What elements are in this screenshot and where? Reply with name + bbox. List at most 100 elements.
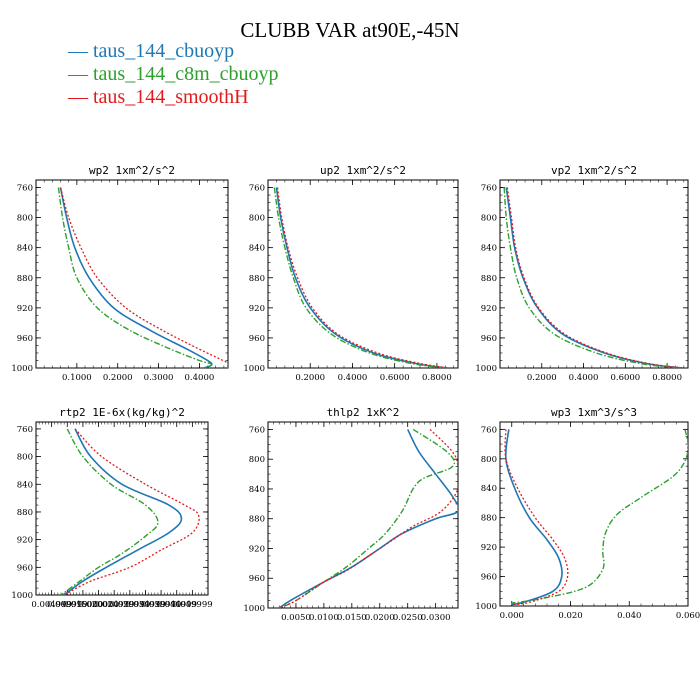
ytick-label-thlp2: 880 xyxy=(249,515,265,525)
series-line-wp2-taus-144-cbuoyp xyxy=(59,187,213,368)
ytick-label-thlp2: 760 xyxy=(249,425,265,435)
xtick-label-rtp2: 0.015000 xyxy=(63,600,104,610)
xtick-label-thlp2: 0.0050 xyxy=(281,613,311,623)
xtick-label-rtp2: 0.034999 xyxy=(125,600,166,610)
legend-item-cbuoyp: — taus_144_cbuoyp xyxy=(68,40,279,63)
figure-title: CLUBB VAR at90E,-45N xyxy=(240,18,460,42)
xtick-label-thlp2: 0.0100 xyxy=(309,613,339,623)
ytick-label-wp2: 800 xyxy=(17,214,33,224)
series-line-wp3-taus-144-smoothh xyxy=(504,429,569,606)
series-line-up2-taus-144-smoothh xyxy=(276,187,450,368)
ytick-label-rtp2: 880 xyxy=(17,508,33,518)
legend-label-c8m-cbuoyp: taus_144_c8m_cbuoyp xyxy=(93,63,279,85)
xtick-label-up2: 0.8000 xyxy=(422,373,452,383)
panel-title-wp3: wp3 1xm^3/s^3 xyxy=(551,406,637,419)
xtick-label-wp3: 0.000 xyxy=(500,611,524,621)
xtick-label-up2: 0.2000 xyxy=(295,373,325,383)
panel-title-wp2: wp2 1xm^2/s^2 xyxy=(89,164,175,177)
xtick-label-rtp2: 0.029999 xyxy=(110,600,151,610)
ytick-label-wp3: 760 xyxy=(481,425,497,435)
panel-up2: up2 1xm^2/s^2 760 800 840 880 920 960 1000 0.200… xyxy=(243,164,459,383)
series-line-up2-taus-144-c8m-cbuoyp xyxy=(273,187,446,368)
ytick-label-wp3: 800 xyxy=(481,455,497,465)
xtick-label-wp3: 0.040 xyxy=(617,611,641,621)
legend: — taus_144_cbuoyp — taus_144_c8m_cbuoyp … xyxy=(68,40,279,109)
panel-wp2: wp2 1xm^2/s^2 760 800 840 880 920 960 1000 0.100… xyxy=(11,164,229,383)
panel-thlp2: thlp2 1xK^276080084088092096010000.00500… xyxy=(243,406,459,623)
legend-item-c8m-cbuoyp: — taus_144_c8m_cbuoyp xyxy=(68,63,279,86)
ytick-label-wp3: 840 xyxy=(481,484,497,494)
panel-title-vp2: vp2 1xm^2/s^2 xyxy=(551,164,637,177)
xtick-label-thlp2: 0.0300 xyxy=(421,613,451,623)
legend-label-smoothh: taus_144_smoothH xyxy=(93,86,249,108)
panel-frame-thlp2 xyxy=(267,421,459,609)
series-line-vp2-taus-144-smoothh xyxy=(506,187,684,368)
ytick-label-vp2: 1000 xyxy=(475,364,497,374)
xtick-label-vp2: 0.4000 xyxy=(569,373,599,383)
ytick-label-wp2: 880 xyxy=(17,274,33,284)
xtick-label-rtp2: 0.024999 xyxy=(94,600,135,610)
panel-title-up2: up2 1xm^2/s^2 xyxy=(320,164,406,177)
series-line-wp2-taus-144-c8m-cbuoyp xyxy=(57,187,213,368)
series-line-rtp2-taus-144-c8m-cbuoyp xyxy=(60,428,159,595)
xtick-label-up2: 0.4000 xyxy=(338,373,368,383)
xtick-label-vp2: 0.8000 xyxy=(652,373,682,383)
xtick-label-rtp2: 0.039999 xyxy=(141,600,182,610)
series-line-vp2-taus-144-cbuoyp xyxy=(505,187,682,368)
ytick-label-up2: 880 xyxy=(249,274,265,284)
series-line-wp3-taus-144-c8m-cbuoyp xyxy=(511,429,688,604)
ytick-label-wp2: 760 xyxy=(17,184,33,194)
series-line-wp2-taus-144-smoothh xyxy=(59,187,228,368)
ytick-label-wp3: 880 xyxy=(481,514,497,524)
ytick-label-wp2: 1000 xyxy=(11,364,33,374)
xtick-label-rtp2: 0.049999 xyxy=(172,600,213,610)
xtick-label-wp2: 0.4000 xyxy=(185,373,215,383)
legend-label-cbuoyp: taus_144_cbuoyp xyxy=(93,40,235,62)
ytick-label-thlp2: 840 xyxy=(249,485,265,495)
xtick-label-rtp2: 0.004999 xyxy=(31,600,72,610)
panel-title-rtp2: rtp2 1E-6x(kg/kg)^2 xyxy=(59,406,185,419)
ytick-label-vp2: 920 xyxy=(481,304,497,314)
xtick-label-rtp2: 0.020000 xyxy=(78,600,119,610)
series-line-vp2-taus-144-c8m-cbuoyp xyxy=(503,187,678,368)
panel-vp2: vp2 1xm^2/s^2 760 800 840 880 920 960 1000 0.200… xyxy=(475,164,689,383)
xtick-label-thlp2: 0.0250 xyxy=(393,613,423,623)
xtick-label-wp2: 0.3000 xyxy=(144,373,174,383)
xtick-label-up2: 0.6000 xyxy=(380,373,410,383)
xtick-label-wp3: 0.020 xyxy=(558,611,582,621)
ytick-label-vp2: 800 xyxy=(481,214,497,224)
ytick-label-up2: 760 xyxy=(249,184,265,194)
ytick-label-wp2: 840 xyxy=(17,244,33,254)
ytick-label-thlp2: 1000 xyxy=(243,604,265,614)
series-line-rtp2-taus-144-cbuoyp xyxy=(63,428,183,595)
ytick-label-vp2: 840 xyxy=(481,244,497,254)
ytick-label-thlp2: 960 xyxy=(249,574,265,584)
panel-title-thlp2: thlp2 1xK^2 xyxy=(327,406,400,419)
xtick-label-thlp2: 0.0200 xyxy=(365,613,395,623)
ytick-label-rtp2: 800 xyxy=(17,453,33,463)
legend-item-smoothh: — taus_144_smoothH xyxy=(68,86,279,109)
xtick-label-vp2: 0.6000 xyxy=(610,373,640,383)
ytick-label-thlp2: 920 xyxy=(249,544,265,554)
ytick-label-wp2: 920 xyxy=(17,304,33,314)
xtick-label-wp3: 0.060 xyxy=(676,611,700,621)
panel-rtp2: rtp2 1E-6x(kg/kg)^2 760 800 840 880 920 960 100… xyxy=(11,406,212,610)
xtick-label-wp2: 0.1000 xyxy=(62,373,92,383)
ytick-label-up2: 1000 xyxy=(243,364,265,374)
series-line-rtp2-taus-144-smoothh xyxy=(63,428,200,595)
series-line-up2-taus-144-cbuoyp xyxy=(275,187,448,368)
ytick-label-rtp2: 840 xyxy=(17,480,33,490)
panel-frame-rtp2 xyxy=(35,421,209,596)
ytick-label-up2: 960 xyxy=(249,334,265,344)
ytick-label-rtp2: 920 xyxy=(17,536,33,546)
xtick-label-rtp2: 0.009999 xyxy=(47,600,88,610)
panel-frame-up2 xyxy=(267,179,459,369)
ytick-label-vp2: 880 xyxy=(481,274,497,284)
ytick-label-wp3: 960 xyxy=(481,573,497,583)
panel-wp3: wp3 1xm^3/s^3 760 800 840 880 920 960 10000.000… xyxy=(475,406,700,621)
ytick-label-rtp2: 1000 xyxy=(11,591,33,601)
ytick-label-rtp2: 760 xyxy=(17,425,33,435)
ytick-label-thlp2: 800 xyxy=(249,455,265,465)
ytick-label-wp3: 1000 xyxy=(475,602,497,612)
series-line-thlp2-taus-144-cbuoyp xyxy=(278,429,458,608)
